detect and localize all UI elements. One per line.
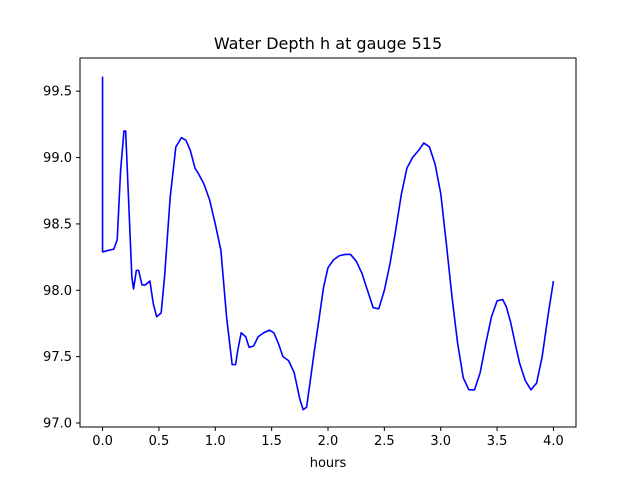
x-tick-label: 0.0 <box>92 434 113 449</box>
x-axis-ticks: 0.0 0.5 1.0 1.5 2.0 2.5 3.0 3.5 4.0 <box>92 427 564 449</box>
x-tick-label: 3.5 <box>487 434 508 449</box>
y-tick-label: 98.0 <box>43 284 72 299</box>
plot-frame <box>79 57 577 428</box>
y-tick-label: 99.5 <box>43 85 72 100</box>
y-tick-label: 97.0 <box>43 417 72 432</box>
x-tick-label: 2.0 <box>318 434 339 449</box>
plot-area <box>101 76 555 411</box>
y-tick-label: 99.0 <box>43 151 72 166</box>
x-tick-label: 2.5 <box>374 434 395 449</box>
y-tick-label: 98.5 <box>43 217 72 232</box>
x-tick-label: 1.0 <box>205 434 226 449</box>
x-axis-label: hours <box>310 456 347 471</box>
x-tick-label: 0.5 <box>149 434 170 449</box>
y-axis-ticks: 97.0 97.5 98.0 98.5 99.0 99.5 <box>43 85 80 432</box>
x-tick-label: 4.0 <box>543 434 564 449</box>
y-tick-label: 97.5 <box>43 350 72 365</box>
x-tick-label: 1.5 <box>261 434 282 449</box>
chart-title: Water Depth h at gauge 515 <box>214 34 442 53</box>
series-line-0 <box>101 76 555 411</box>
x-tick-label: 3.0 <box>430 434 451 449</box>
